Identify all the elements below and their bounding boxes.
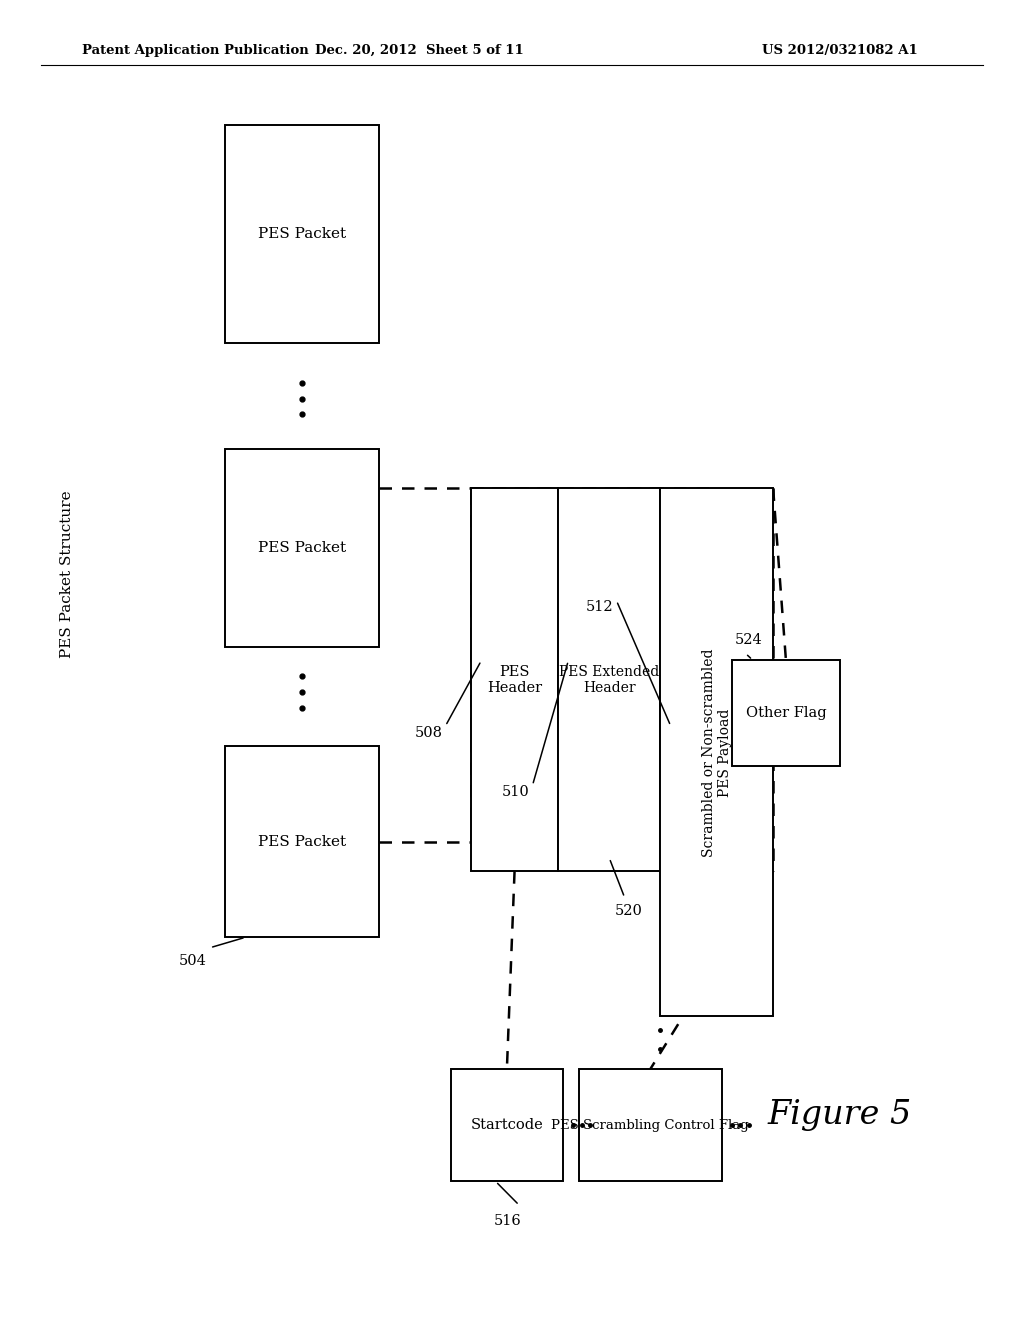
Text: US 2012/0321082 A1: US 2012/0321082 A1 (762, 44, 918, 57)
Text: 520: 520 (614, 904, 642, 917)
Bar (660, 488, 773, 1016)
Text: PES Scrambling Control Flag: PES Scrambling Control Flag (551, 1119, 750, 1131)
Text: Scrambled or Non-scrambled
PES Payload: Scrambled or Non-scrambled PES Payload (701, 648, 732, 857)
Bar (451, 1069, 563, 1181)
Text: Startcode: Startcode (470, 1118, 544, 1133)
Bar (225, 125, 379, 343)
Text: Patent Application Publication: Patent Application Publication (82, 44, 308, 57)
Bar (558, 488, 660, 871)
Text: PES Packet: PES Packet (258, 834, 346, 849)
Text: 512: 512 (586, 601, 613, 614)
Text: 504: 504 (179, 954, 207, 968)
Text: PES
Header: PES Header (487, 665, 542, 694)
Text: 510: 510 (502, 785, 529, 799)
Bar (732, 660, 840, 766)
Text: 524: 524 (735, 634, 763, 647)
Bar (471, 488, 558, 871)
Text: Other Flag: Other Flag (745, 706, 826, 719)
Text: PES Packet: PES Packet (258, 227, 346, 242)
Text: 508: 508 (415, 726, 442, 739)
Text: Figure 5: Figure 5 (768, 1100, 911, 1131)
Text: PES Packet Structure: PES Packet Structure (59, 491, 74, 657)
Text: 516: 516 (494, 1214, 521, 1228)
Bar (579, 1069, 722, 1181)
Text: PES Extended
Header: PES Extended Header (559, 665, 659, 694)
Text: Dec. 20, 2012  Sheet 5 of 11: Dec. 20, 2012 Sheet 5 of 11 (315, 44, 524, 57)
Bar (225, 449, 379, 647)
Bar (225, 746, 379, 937)
Text: PES Packet: PES Packet (258, 541, 346, 554)
